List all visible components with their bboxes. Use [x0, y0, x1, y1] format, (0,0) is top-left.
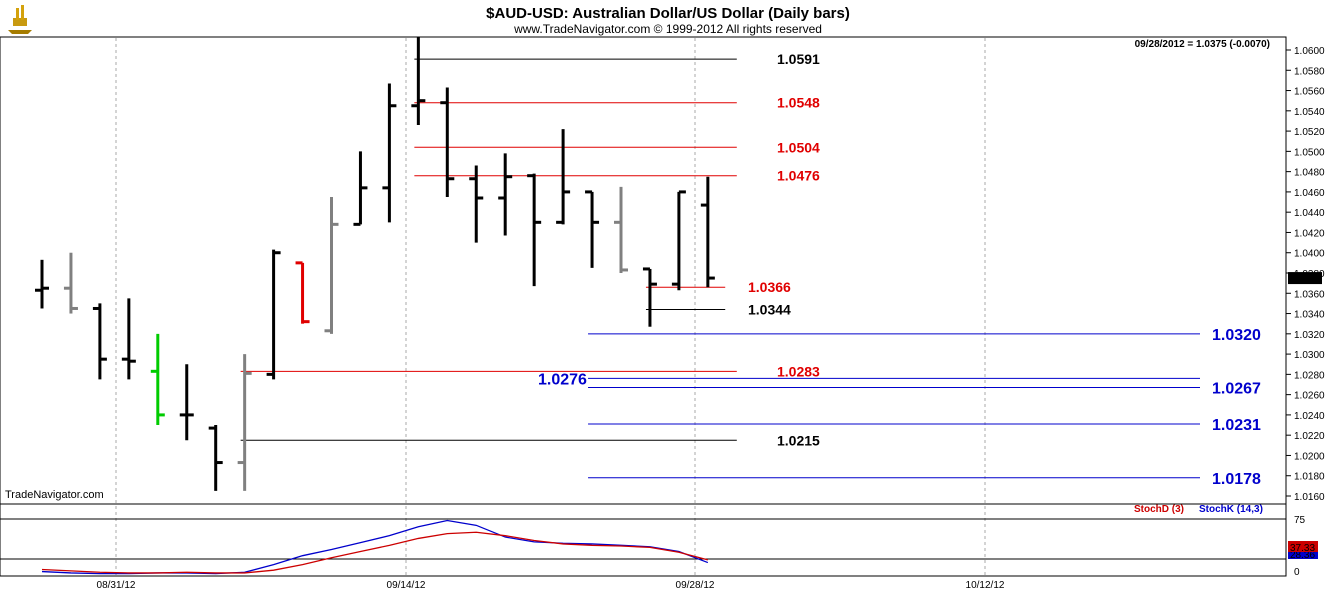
- level-label: 1.0344: [748, 301, 791, 317]
- chart-subtitle: www.TradeNavigator.com © 1999-2012 All r…: [513, 22, 822, 36]
- date-label-1012: 10/12/12: [966, 580, 1005, 591]
- price-tick-label: 1.0180: [1294, 472, 1325, 483]
- date-label-0928: 09/28/12: [676, 580, 715, 591]
- price-tick-label: 1.0360: [1294, 289, 1325, 300]
- price-tick-label: 1.0580: [1294, 66, 1325, 77]
- price-tick-label: 1.0200: [1294, 451, 1325, 462]
- ohlc-bar: [266, 249, 281, 380]
- ohlc-bar: [440, 87, 455, 197]
- stoch-tick-75: 75: [1294, 515, 1306, 526]
- ohlc-bar: [324, 196, 339, 334]
- level-label: 1.0276: [538, 371, 587, 388]
- level-label: 1.0283: [777, 363, 820, 379]
- price-tick-label: 1.0600: [1294, 46, 1325, 57]
- stoch-d-line: [41, 531, 709, 574]
- stoch-k-last-box: [1288, 549, 1318, 559]
- ohlc-bar: [63, 252, 78, 314]
- level-lines: 1.0591 1.0548 1.0504 1.0476 1.0366 1.0344 1.03…: [240, 51, 1261, 488]
- stoch-k-last-label: 28.36: [1290, 550, 1315, 561]
- ohlc-bar: [208, 425, 223, 491]
- stochastic-lines: [41, 519, 709, 575]
- ohlc-bar: [498, 153, 513, 236]
- ohlc-bar: [35, 259, 49, 309]
- ohlc-bar: [150, 333, 165, 426]
- date-label-0831: 08/31/12: [97, 580, 136, 591]
- ohlc-bar: [556, 129, 571, 225]
- level-label: 1.0178: [1212, 471, 1261, 488]
- price-tick-label: 1.0560: [1294, 87, 1325, 98]
- legend-stoch-d: StochD (3): [1134, 504, 1184, 515]
- price-tick-label: 1.0160: [1294, 492, 1325, 503]
- ohlc-bar: [92, 303, 107, 380]
- ohlc-bar: [179, 364, 194, 441]
- ohlc-bar: [382, 83, 397, 223]
- level-label: 1.0366: [748, 279, 791, 295]
- ohlc-bar: [353, 151, 368, 226]
- ohlc-bar: [642, 267, 657, 327]
- level-label: 1.0548: [777, 95, 820, 111]
- price-tick-label: 1.0400: [1294, 249, 1325, 260]
- stoch-levels: [0, 518, 1286, 560]
- date-label-0914: 09/14/12: [387, 580, 426, 591]
- level-label: 1.0267: [1212, 381, 1261, 398]
- level-label: 1.0504: [777, 139, 820, 155]
- price-tick-label: 1.0440: [1294, 208, 1325, 219]
- ohlc-bar: [469, 165, 484, 243]
- level-label: 1.0231: [1212, 417, 1261, 434]
- ohlc-bar: [295, 261, 310, 324]
- ohlc-bar: [237, 354, 252, 491]
- level-label: 1.0476: [777, 168, 820, 184]
- ohlc-bar: [671, 190, 686, 291]
- last-price-label: 1.0375: [1290, 274, 1321, 285]
- price-tick-label: 1.0480: [1294, 168, 1325, 179]
- watermark: TradeNavigator.com: [5, 489, 104, 501]
- stoch-panel: [0, 503, 1287, 577]
- level-label: 1.0215: [777, 432, 820, 448]
- level-label: 1.0320: [1212, 327, 1261, 344]
- price-tick-label: 1.0500: [1294, 147, 1325, 158]
- ohlc-bar: [614, 186, 628, 273]
- ohlc-bar: [121, 298, 136, 380]
- stoch-tick-0: 0: [1294, 567, 1300, 578]
- price-tick-label: 1.0240: [1294, 411, 1325, 422]
- price-tick-label: 1.0280: [1294, 370, 1325, 381]
- price-tick-label: 1.0420: [1294, 228, 1325, 239]
- price-tick-label: 1.0260: [1294, 391, 1325, 402]
- last-price-marker: 1.0375: [1288, 272, 1322, 285]
- trading-logo-icon: [8, 5, 32, 34]
- ohlc-bar: [527, 173, 542, 287]
- ohlc-bar: [700, 176, 715, 288]
- price-bars: [35, 36, 715, 491]
- level-label: 1.0591: [777, 51, 820, 67]
- last-value-note: 09/28/2012 = 1.0375 (-0.0070): [1135, 39, 1270, 50]
- price-tick-label: 1.0520: [1294, 127, 1325, 138]
- price-tick-label: 1.0320: [1294, 330, 1325, 341]
- price-tick-label: 1.0340: [1294, 310, 1325, 321]
- price-tick-label: 1.0220: [1294, 431, 1325, 442]
- price-tick-label: 1.0540: [1294, 107, 1325, 118]
- chart-title: $AUD-USD: Australian Dollar/US Dollar (D…: [486, 5, 850, 22]
- legend-stoch-k: StochK (14,3): [1199, 504, 1263, 515]
- price-tick-label: 1.0460: [1294, 188, 1325, 199]
- ohlc-bar: [411, 36, 426, 126]
- stoch-d-last-box: [1288, 541, 1318, 552]
- ohlc-bar: [585, 190, 600, 268]
- price-tick-label: 1.0300: [1294, 350, 1325, 361]
- stoch-d-last-label: 37.33: [1290, 543, 1315, 554]
